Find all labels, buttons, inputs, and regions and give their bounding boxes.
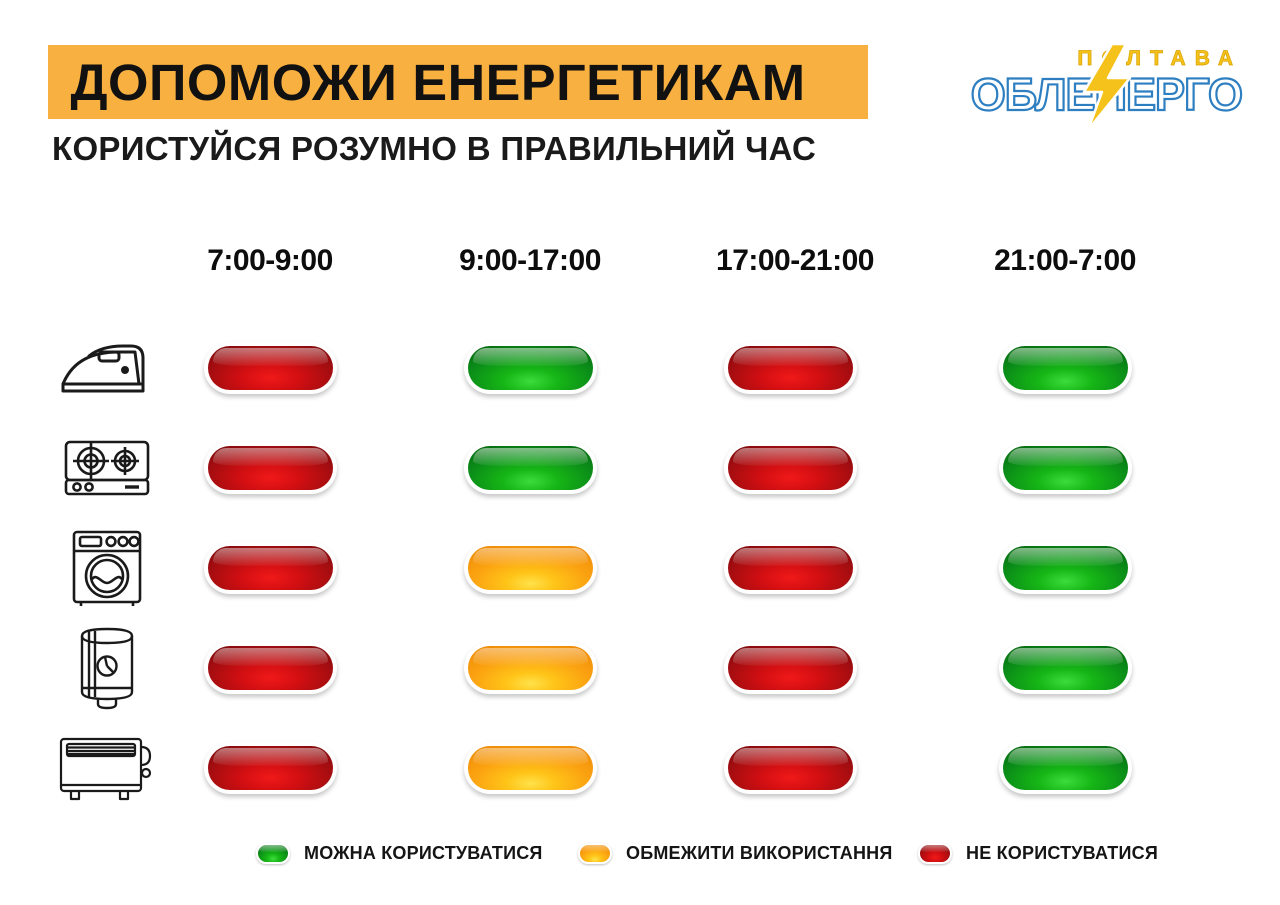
status-pill — [440, 418, 620, 518]
legend: МОЖНА КОРИСТУВАТИСЯ ОБМЕЖИТИ ВИКОРИСТАНН… — [0, 836, 1280, 876]
page-subtitle: КОРИСТУЙСЯ РОЗУМНО В ПРАВИЛЬНИЙ ЧАС — [52, 130, 817, 167]
company-logo: ПОЛТАВА ОБЛЕНЕРГО — [970, 44, 1244, 130]
status-pill — [975, 518, 1155, 618]
status-pill — [700, 318, 880, 418]
legend-item-orange: ОБМЕЖИТИ ВИКОРИСТАННЯ — [578, 836, 893, 870]
status-pill — [180, 418, 360, 518]
gas-stove-icon — [52, 418, 162, 518]
status-pill — [180, 318, 360, 418]
title-band: ДОПОМОЖИ ЕНЕРГЕТИКАМ — [48, 45, 868, 119]
status-pill-red — [203, 542, 337, 594]
status-pill-green — [998, 342, 1132, 394]
status-pill-red — [203, 442, 337, 494]
schedule-grid — [0, 318, 1280, 818]
status-pill — [440, 318, 620, 418]
time-header-1: 9:00-17:00 — [459, 244, 601, 277]
status-pill — [440, 518, 620, 618]
legend-label-red: НЕ КОРИСТУВАТИСЯ — [966, 843, 1158, 863]
status-pill — [180, 518, 360, 618]
convector-heater-icon — [52, 718, 162, 818]
status-pill-red — [203, 742, 337, 794]
header: ДОПОМОЖИ ЕНЕРГЕТИКАМ КОРИСТУЙСЯ РОЗУМНО … — [0, 0, 1280, 200]
table-row — [0, 518, 1280, 618]
status-pill-green — [998, 442, 1132, 494]
page-title: ДОПОМОЖИ ЕНЕРГЕТИКАМ — [70, 53, 806, 111]
legend-label-orange: ОБМЕЖИТИ ВИКОРИСТАННЯ — [626, 843, 893, 863]
legend-swatch-green — [256, 842, 290, 864]
status-pill-green — [998, 542, 1132, 594]
time-header-0: 7:00-9:00 — [207, 244, 333, 277]
status-pill-green — [463, 442, 597, 494]
legend-swatch-orange — [578, 842, 612, 864]
table-row — [0, 418, 1280, 518]
lightning-bolt-icon — [1082, 44, 1132, 130]
washing-machine-icon — [52, 518, 162, 618]
table-row — [0, 618, 1280, 718]
legend-swatch-red — [918, 842, 952, 864]
status-pill — [700, 418, 880, 518]
status-pill-red — [723, 442, 857, 494]
status-pill-green — [998, 742, 1132, 794]
table-row — [0, 318, 1280, 418]
status-pill-red — [203, 642, 337, 694]
status-pill-red — [723, 542, 857, 594]
status-pill — [975, 418, 1155, 518]
status-pill — [700, 718, 880, 818]
legend-item-green: МОЖНА КОРИСТУВАТИСЯ — [256, 836, 543, 870]
time-header-2: 17:00-21:00 — [716, 244, 874, 277]
status-pill-orange — [463, 542, 597, 594]
status-pill — [180, 718, 360, 818]
iron-icon — [52, 318, 162, 418]
status-pill — [975, 318, 1155, 418]
legend-item-red: НЕ КОРИСТУВАТИСЯ — [918, 836, 1158, 870]
status-pill — [975, 618, 1155, 718]
status-pill-green — [998, 642, 1132, 694]
status-pill — [440, 618, 620, 718]
status-pill — [975, 718, 1155, 818]
time-header-3: 21:00-7:00 — [994, 244, 1136, 277]
status-pill-red — [203, 342, 337, 394]
status-pill-green — [463, 342, 597, 394]
status-pill-red — [723, 342, 857, 394]
status-pill — [180, 618, 360, 718]
status-pill-red — [723, 742, 857, 794]
table-row — [0, 718, 1280, 818]
status-pill — [700, 618, 880, 718]
status-pill-orange — [463, 742, 597, 794]
status-pill — [700, 518, 880, 618]
status-pill-red — [723, 642, 857, 694]
water-heater-icon — [52, 618, 162, 718]
legend-label-green: МОЖНА КОРИСТУВАТИСЯ — [304, 843, 543, 863]
status-pill — [440, 718, 620, 818]
status-pill-orange — [463, 642, 597, 694]
